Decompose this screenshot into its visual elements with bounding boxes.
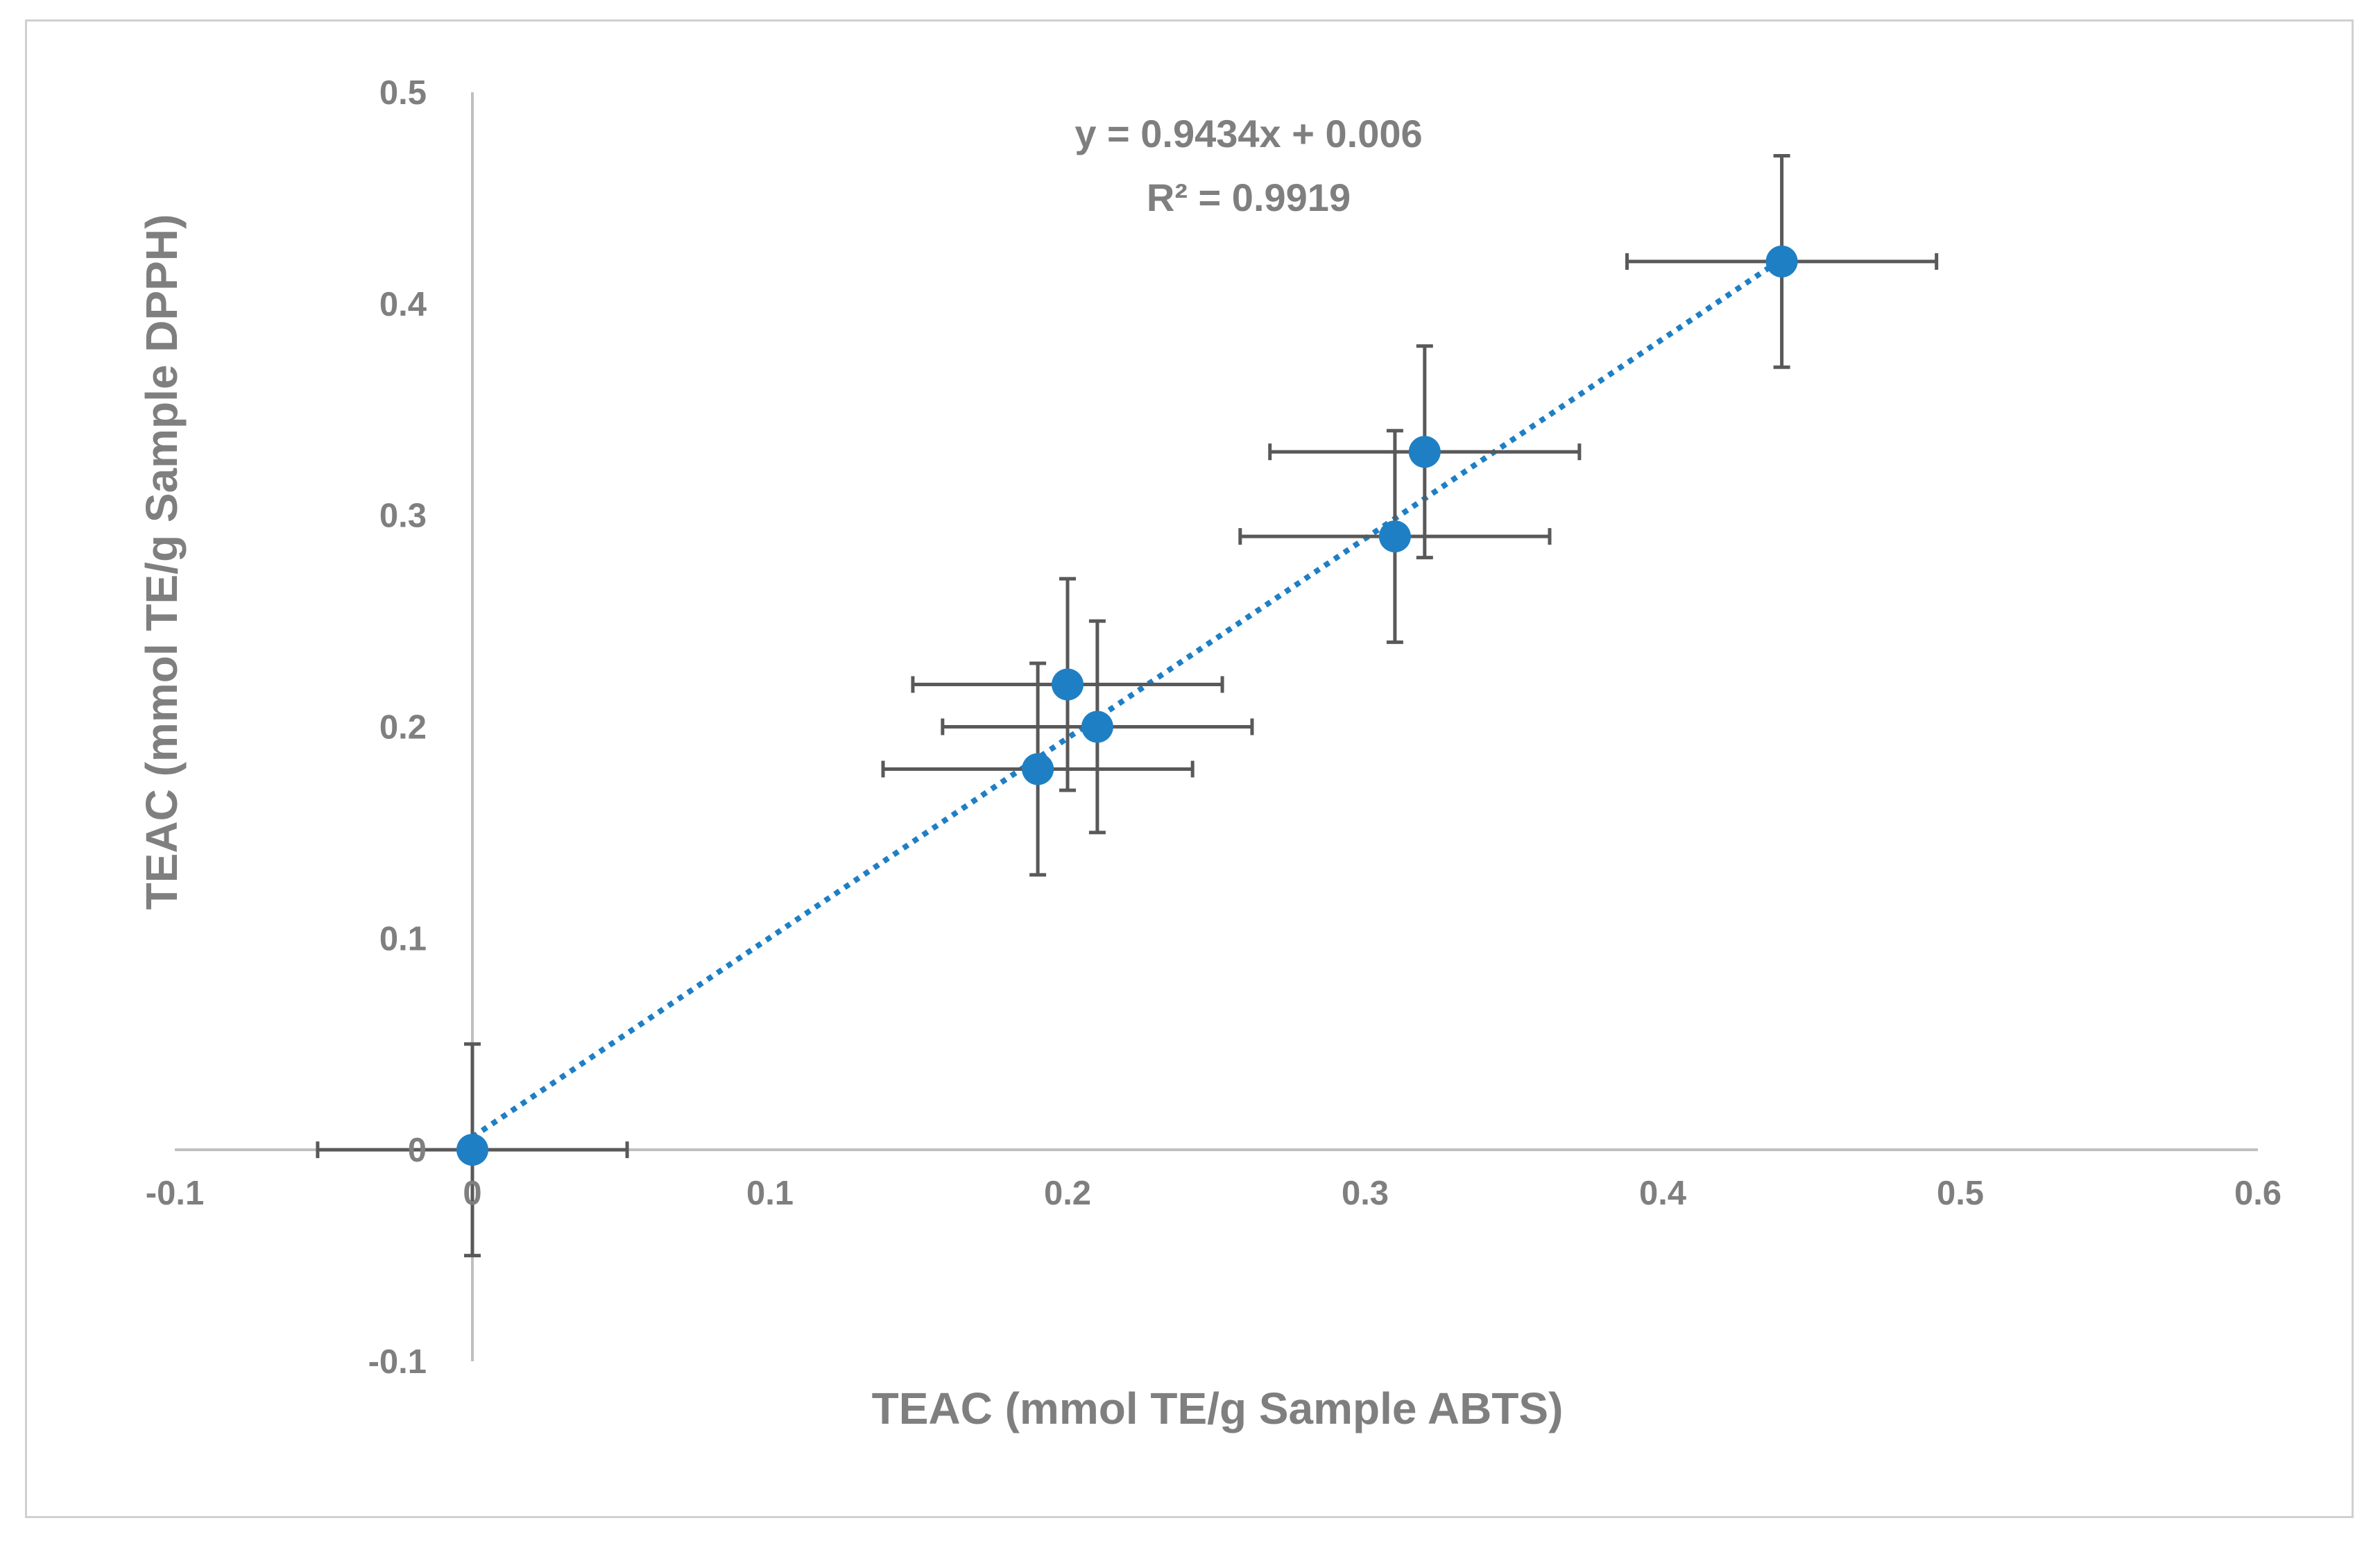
error-bars [316, 153, 1939, 1258]
trendline-layer [470, 257, 1783, 1140]
y-tick-label: 0.3 [379, 497, 427, 535]
y-tick-label: -0.1 [368, 1343, 427, 1381]
trendline-equation: y = 0.9434x + 0.006 [1075, 112, 1422, 155]
x-tick-label: 0.2 [1044, 1175, 1091, 1212]
x-tick-label: 0.6 [2234, 1175, 2281, 1212]
y-tick-label: 0 [408, 1132, 427, 1169]
y-tick-label: 0.4 [379, 286, 427, 323]
x-tick-label: 0.5 [1937, 1175, 1984, 1212]
data-point [1408, 436, 1441, 468]
data-point [1081, 710, 1113, 743]
x-tick-label: 0 [463, 1175, 481, 1212]
y-tick-label: 0.1 [379, 920, 427, 957]
x-tick-label: 0.1 [746, 1175, 794, 1212]
x-tick-label: 0.4 [1639, 1175, 1686, 1212]
x-tick-label: -0.1 [146, 1175, 204, 1212]
r-squared-label: R² = 0.9919 [1147, 176, 1351, 219]
data-point [1022, 753, 1054, 785]
x-axis-title: TEAC (mmol TE/g Sample ABTS) [872, 1384, 1564, 1433]
data-point [1378, 520, 1411, 553]
tick-labels: -0.1 0 0.1 0.2 0.3 0.4 0.5 0.6 -0.1 0 0.1 0.2 0.3 0.4… [146, 74, 2281, 1381]
data-point [456, 1134, 488, 1166]
data-point [1765, 245, 1798, 278]
y-tick-label: 0.2 [379, 709, 427, 747]
x-tick-label: 0.3 [1342, 1175, 1389, 1212]
data-points [456, 245, 1798, 1166]
data-point [1052, 668, 1084, 701]
y-axis-title: TEAC (mmol TE/g Sample DPPH) [137, 214, 187, 910]
trendline [470, 257, 1783, 1140]
y-tick-label: 0.5 [379, 74, 427, 112]
